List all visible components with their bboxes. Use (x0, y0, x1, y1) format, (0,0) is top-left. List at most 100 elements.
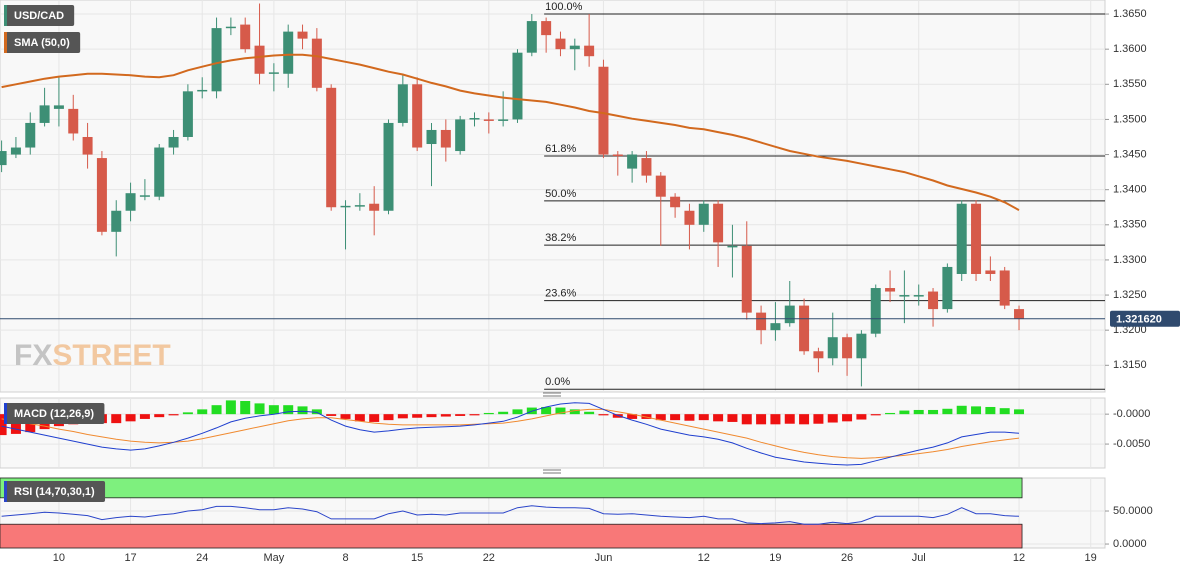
candle-body (39, 105, 50, 123)
y-tick-label: 1.3350 (1113, 219, 1147, 231)
y-tick-label: 1.3250 (1113, 289, 1147, 301)
fib-label: 38.2% (545, 232, 576, 244)
candle-body (483, 119, 494, 121)
histogram-bar (627, 414, 638, 419)
histogram-bar (670, 414, 681, 421)
x-tick-label: 24 (196, 552, 208, 564)
histogram-bar (784, 414, 795, 424)
legend-label: USD/CAD (14, 10, 64, 22)
legend-background (4, 5, 75, 26)
fib-label: 23.6% (545, 288, 576, 300)
histogram-bar (799, 414, 810, 425)
legend-label: RSI (14,70,30,1) (14, 486, 95, 498)
y-tick-label: -0.0000 (1113, 408, 1150, 420)
candle-body (756, 312, 767, 331)
candle-body (426, 129, 437, 145)
fib-label: 50.0% (545, 188, 576, 200)
candle-body (96, 158, 107, 232)
histogram-bar (698, 414, 709, 421)
candle-body (999, 270, 1010, 306)
histogram-bar (455, 414, 466, 416)
candle-body (569, 45, 580, 50)
histogram-bar (612, 414, 623, 418)
watermark: STREET (52, 339, 170, 372)
rsi-line (1, 505, 1020, 525)
x-tick-label: 15 (411, 552, 423, 564)
legend-swatch (4, 32, 7, 53)
legend-box: RSI (14,70,30,1) (4, 481, 106, 502)
histogram-bar (354, 414, 365, 422)
histogram-bar (182, 412, 193, 415)
legend-box: SMA (50,0) (4, 32, 81, 53)
histogram-bar (197, 409, 208, 415)
candle-body (297, 31, 308, 39)
histogram-bar (211, 405, 222, 415)
candle-body (555, 38, 566, 50)
candle-body (584, 45, 595, 57)
candle-body (125, 193, 136, 211)
y-tick-label: 1.3300 (1113, 254, 1147, 266)
histogram-bar (340, 414, 351, 419)
candle-body (111, 210, 122, 232)
candle-body (512, 52, 523, 120)
histogram-bar (727, 414, 738, 422)
fib-label: 100.0% (545, 1, 583, 13)
legend-swatch (4, 5, 7, 26)
histogram-bar (541, 406, 552, 415)
candle-body (10, 147, 21, 155)
histogram-bar (655, 414, 666, 421)
candle-body (25, 122, 36, 148)
candle-body (53, 105, 64, 109)
x-tick-label: 12 (698, 552, 710, 564)
candle-body (684, 210, 695, 225)
x-tick-label: 17 (124, 552, 136, 564)
legend-box: MACD (12,26,9) (4, 403, 105, 424)
histogram-bar (483, 412, 494, 415)
histogram-bar (569, 409, 580, 415)
candle-body (784, 305, 795, 324)
x-tick-label: 12 (1013, 552, 1025, 564)
x-tick-label: 8 (342, 552, 348, 564)
candle-body (182, 91, 193, 137)
candle-body (928, 291, 939, 310)
candle-body (655, 175, 666, 197)
histogram-bar (928, 409, 939, 415)
candle-body (842, 337, 853, 359)
candle-body (799, 305, 810, 352)
histogram-bar (985, 406, 996, 415)
x-tick-label: Jul (912, 552, 926, 564)
legend-swatch (4, 481, 7, 502)
histogram-bar (139, 414, 150, 419)
candle-body (225, 26, 236, 29)
fib-label: 61.8% (545, 143, 576, 155)
candle-body (440, 129, 451, 148)
histogram-bar (168, 414, 179, 416)
histogram-bar (870, 414, 881, 416)
candle-body (283, 31, 294, 74)
candle-body (311, 38, 322, 88)
legend-label: MACD (12,26,9) (14, 408, 94, 420)
candle-body (397, 84, 408, 123)
legend-background (4, 403, 105, 424)
candle-body (856, 333, 867, 359)
price-tag (1110, 310, 1180, 327)
panel-grip[interactable] (543, 392, 561, 474)
candle-body (168, 136, 179, 148)
y-tick-label: -0.0050 (1113, 438, 1150, 450)
candle-body (899, 295, 910, 297)
candle-body (598, 66, 609, 155)
candle-body (68, 108, 79, 134)
histogram-bar (397, 414, 408, 419)
oversold-band (0, 523, 1023, 549)
legend-box: USD/CAD (4, 5, 75, 26)
histogram-bar (813, 414, 824, 424)
x-tick-label: Jun (595, 552, 613, 564)
candle-body (354, 205, 365, 207)
candle-body (956, 203, 967, 274)
candle-body (541, 21, 552, 36)
histogram-bar (971, 406, 982, 415)
histogram-bar (827, 414, 838, 423)
candle-body (770, 323, 781, 331)
legend-label: SMA (50,0) (14, 37, 70, 49)
